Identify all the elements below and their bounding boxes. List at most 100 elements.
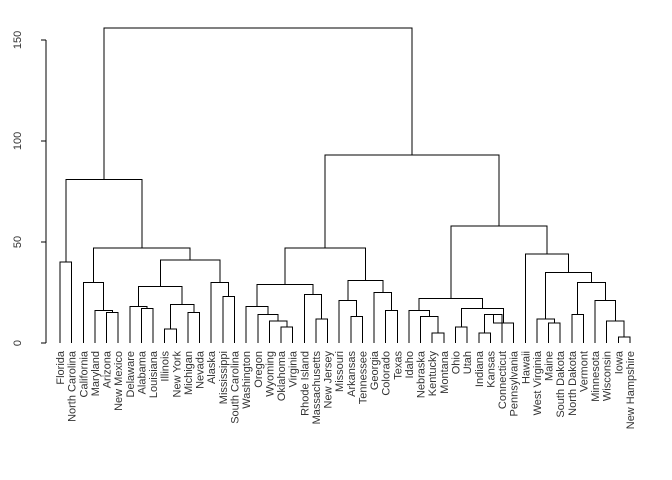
branch-merge-46 [524, 253, 570, 343]
branch-merge-43 [594, 300, 616, 343]
branch-merge-27 [347, 279, 384, 301]
leaf-label-michigan: Michigan [183, 351, 195, 395]
branch-merge-3 [94, 310, 113, 343]
leaf-label-nevada: Nevada [195, 350, 207, 389]
leaf-label-rhode-island: Rhode Island [299, 351, 311, 416]
leaf-label-illinois: Illinois [160, 351, 172, 382]
branch-merge-20 [315, 318, 329, 343]
dendrogram-branches [59, 27, 631, 343]
leaf-label-utah: Utah [462, 351, 474, 374]
branch-merge-11 [222, 296, 235, 343]
leaf-label-oregon: Oregon [253, 351, 265, 388]
leaf-label-minnesota: Minnesota [590, 350, 602, 402]
branch-merge-8 [187, 312, 201, 343]
branch-merge-23 [350, 316, 363, 343]
leaf-label-washington: Washington [241, 351, 253, 409]
branch-merge-7 [164, 328, 177, 343]
branch-merge-42 [606, 320, 625, 343]
leaf-label-north-dakota: North Dakota [567, 350, 579, 416]
leaf-label-new-york: New York [171, 351, 183, 398]
leaf-label-connecticut: Connecticut [497, 351, 509, 409]
leaf-label-massachusetts: Massachusetts [311, 351, 323, 425]
leaf-label-louisiana: Louisiana [148, 350, 160, 398]
leaf-label-arkansas: Arkansas [346, 351, 358, 397]
branch-merge-30 [420, 316, 439, 343]
leaf-label-maine: Maine [544, 351, 556, 381]
leaf-label-delaware: Delaware [125, 351, 137, 397]
leaf-label-west-virginia: West Virginia [532, 350, 544, 415]
branch-merge-47 [450, 225, 548, 299]
leaf-label-new-hampshire: New Hampshire [625, 351, 637, 429]
branch-merge-29 [431, 332, 445, 343]
branch-merge-16 [280, 326, 294, 343]
branch-merge-14 [92, 247, 191, 283]
leaf-label-mississippi: Mississippi [218, 351, 230, 404]
branch-merge-33 [478, 332, 491, 343]
branch-merge-45 [545, 271, 592, 319]
leaf-label-south-dakota: South Dakota [555, 350, 567, 418]
leaf-label-kansas: Kansas [485, 351, 497, 388]
leaf-label-idaho: Idaho [404, 351, 416, 379]
branch-merge-17 [268, 320, 288, 343]
leaf-label-missouri: Missouri [334, 351, 346, 392]
leaf-label-ohio: Ohio [451, 351, 463, 374]
leaf-label-south-carolina: South Carolina [229, 350, 241, 424]
leaf-label-vermont: Vermont [578, 351, 590, 392]
branch-merge-36 [460, 308, 504, 327]
branch-merge-1 [59, 261, 73, 343]
branch-merge-24 [338, 300, 358, 343]
branch-merge-48 [324, 154, 500, 249]
y-tick-label-100: 100 [12, 132, 24, 150]
branch-merge-6 [129, 306, 148, 343]
leaf-label-texas: Texas [392, 351, 404, 380]
leaf-label-iowa: Iowa [613, 350, 625, 374]
branch-merge-9 [170, 304, 195, 329]
leaf-label-hawaii: Hawaii [520, 351, 532, 384]
branch-merge-2 [106, 312, 119, 343]
leaf-label-north-carolina: North Carolina [67, 350, 79, 422]
leaf-label-colorado: Colorado [381, 351, 393, 396]
branch-merge-12 [210, 281, 230, 343]
branch-merge-19 [245, 306, 269, 343]
y-tick-label-0: 0 [12, 340, 24, 346]
branch-merge-28 [284, 247, 366, 285]
leaf-label-oklahoma: Oklahoma [276, 350, 288, 401]
branch-merge-49 [103, 27, 413, 180]
leaf-label-arizona: Arizona [102, 350, 114, 388]
branch-merge-4 [82, 281, 105, 343]
branch-merge-15 [65, 178, 143, 263]
branch-merge-41 [617, 336, 631, 343]
leaf-label-alabama: Alabama [136, 350, 148, 394]
leaf-label-indiana: Indiana [474, 350, 486, 387]
branch-merge-44 [577, 281, 606, 315]
leaf-labels: Florida North Carolina California Maryland A… [55, 350, 637, 429]
leaf-label-california: California [78, 350, 90, 397]
branch-merge-10 [138, 285, 183, 307]
leaf-label-wisconsin: Wisconsin [602, 351, 614, 401]
leaf-label-kentucky: Kentucky [427, 351, 439, 397]
branch-merge-18 [257, 314, 279, 343]
branch-merge-31 [408, 310, 430, 343]
branch-merge-5 [140, 308, 154, 343]
leaf-label-nebraska: Nebraska [416, 350, 428, 398]
branch-merge-40 [571, 314, 584, 343]
leaf-label-virginia: Virginia [288, 350, 300, 387]
branch-merge-32 [455, 326, 468, 343]
leaf-label-montana: Montana [439, 350, 451, 394]
y-tick-label-50: 50 [12, 236, 24, 248]
leaf-label-pennsylvania: Pennsylvania [509, 350, 521, 416]
leaf-label-tennessee: Tennessee [357, 351, 369, 404]
leaf-label-new-jersey: New Jersey [323, 351, 335, 409]
branch-merge-38 [548, 322, 561, 343]
leaf-label-alaska: Alaska [206, 350, 218, 384]
y-axis: 0 50 100 150 [12, 31, 47, 346]
leaf-label-georgia: Georgia [369, 350, 381, 390]
leaf-label-florida: Florida [55, 350, 67, 385]
branch-merge-26 [373, 292, 392, 343]
leaf-label-wyoming: Wyoming [264, 351, 276, 397]
y-tick-label-150: 150 [12, 31, 24, 49]
leaf-label-maryland: Maryland [90, 351, 102, 396]
branch-merge-25 [385, 310, 398, 343]
leaf-label-new-mexico: New Mexico [113, 351, 125, 411]
